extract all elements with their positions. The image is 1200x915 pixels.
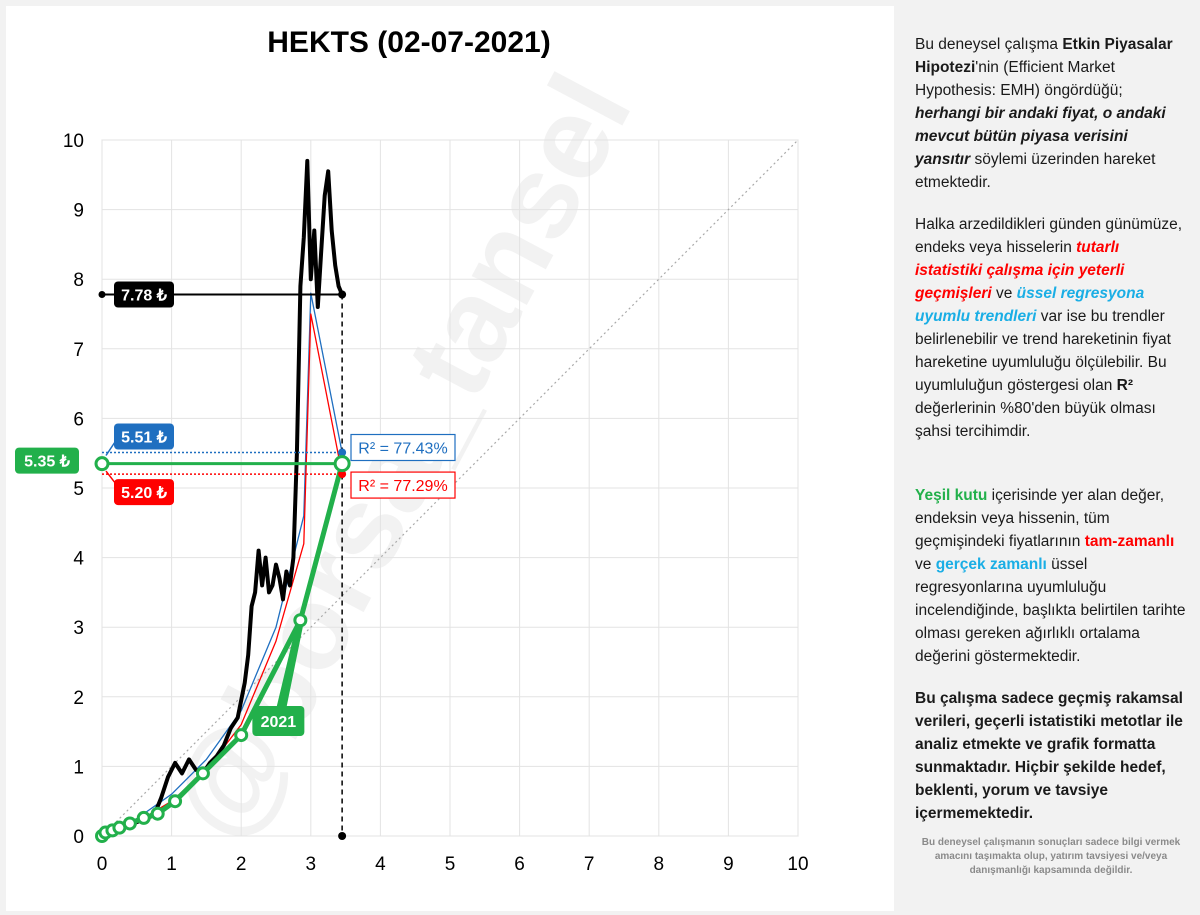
text-run: ve <box>915 556 936 573</box>
y-tick-label: 3 <box>73 618 84 639</box>
chart-panel: @borsa_tansel 0 1 2 3 4 5 6 7 8 9 10 0 1 2 3 4 5 6 7 8 9 10 7… <box>0 0 900 915</box>
text-run: üssel regresyonlarına uyumluluğu incelen… <box>915 556 1186 665</box>
weighted-average-point <box>195 766 210 781</box>
year-marker-text: 2021 <box>261 714 297 731</box>
x-tick-label: 5 <box>445 854 456 875</box>
green-value-label-text: 5.35 ₺ <box>24 454 71 471</box>
text-run: gerçek zamanlı <box>935 556 1047 573</box>
x-tick-label: 0 <box>97 854 108 875</box>
year-marker-box <box>252 706 305 736</box>
y-tick-label: 1 <box>73 757 84 778</box>
price-label-box <box>114 281 174 308</box>
x-tick-label: 8 <box>654 854 665 875</box>
weighted-average-point <box>168 794 183 809</box>
blue-value-label-box <box>114 423 174 450</box>
red-value-label-text: 5.20 ₺ <box>121 485 168 502</box>
weighted-average-point <box>234 728 249 743</box>
blue-value-label-text: 5.51 ₺ <box>121 430 168 447</box>
x-tick-label: 4 <box>375 854 386 875</box>
text-run: 'nin (Efficient Market Hypothesis: EMH) … <box>915 59 1123 99</box>
year-marker-pointer <box>276 624 304 708</box>
blue-guide-dot <box>338 448 347 457</box>
y-tick-label: 2 <box>73 688 84 709</box>
text-run: Bu deneysel çalışma <box>915 36 1063 53</box>
y-tick-label: 6 <box>73 409 84 430</box>
text-run: R² <box>1116 377 1133 394</box>
text-run: ve <box>991 285 1017 302</box>
text-run: var ise bu trendler belirlenebilir ve tr… <box>915 308 1171 394</box>
r2-blue-text: R² = 77.43% <box>358 441 447 458</box>
price-guide-dot <box>98 291 106 299</box>
chart-title: HEKTS (02-07-2021) <box>267 26 550 59</box>
text-run: değerlerinin %80'den büyük olması şahsi … <box>915 400 1156 440</box>
info-paragraph-emh: Bu deneysel çalışma Etkin Piyasalar Hipo… <box>915 33 1187 194</box>
info-paragraph-disclaimer: Bu çalışma sadece geçmiş rakamsal verile… <box>915 690 1183 822</box>
current-date-marker <box>338 832 347 840</box>
info-paragraph-trends: Halka arzedildikleri günden günümüze, en… <box>915 213 1187 443</box>
y-tick-label: 0 <box>73 827 84 848</box>
text-run: içerisinde yer alan değer, endeksin veya… <box>915 487 1165 550</box>
x-tick-label: 9 <box>723 854 734 875</box>
green-guide-dot <box>94 456 110 472</box>
text-run: üssel regresyona uyumlu trendleri <box>915 285 1145 325</box>
info-panel: Bu deneysel çalışma Etkin Piyasalar Hipo… <box>900 0 1200 915</box>
chart-area: @borsa_tansel 0 1 2 3 4 5 6 7 8 9 10 0 1 2 3 4 5 6 7 8 9 10 7… <box>6 6 894 911</box>
weighted-average-point <box>136 810 151 825</box>
y-tick-label: 4 <box>73 549 84 570</box>
text-run: tam-zamanlı <box>1084 533 1175 550</box>
x-tick-label: 2 <box>236 854 247 875</box>
diagonal-reference-line <box>101 139 799 837</box>
r2-red-box <box>350 471 456 499</box>
r2-blue-box <box>350 433 456 462</box>
r2-red-text: R² = 77.29% <box>358 478 447 495</box>
price-label-text: 7.78 ₺ <box>121 288 168 305</box>
red-guide-dot <box>338 470 347 479</box>
green-value-label-box <box>15 447 79 474</box>
y-tick-label: 9 <box>73 201 84 222</box>
text-run: herhangi bir andaki fiyat, o andaki mevc… <box>915 105 1166 168</box>
x-tick-label: 1 <box>166 854 177 875</box>
text-run: Halka arzedildikleri günden günümüze, en… <box>915 216 1183 256</box>
series-line-real-time-exp-regression <box>101 292 343 837</box>
text-run: söylemi üzerinden hareket etmektedir. <box>915 151 1156 191</box>
text-run: tutarlı istatistiki çalışma için yeterli… <box>915 239 1125 302</box>
text-run: Yeşil kutu <box>915 487 988 504</box>
x-tick-label: 3 <box>306 854 317 875</box>
weighted-average-point <box>150 806 165 821</box>
green-guide-dot <box>333 455 351 473</box>
x-tick-label: 7 <box>584 854 595 875</box>
text-run: Etkin Piyasalar Hipotezi <box>915 36 1173 76</box>
y-tick-label: 5 <box>73 479 84 500</box>
weighted-average-point <box>293 613 308 628</box>
x-tick-label: 6 <box>514 854 525 875</box>
y-tick-label: 10 <box>63 131 84 152</box>
red-value-label-box <box>114 479 174 506</box>
y-tick-label: 8 <box>73 270 84 291</box>
y-tick-label: 7 <box>73 340 84 361</box>
footnote: Bu deneysel çalışmanın sonuçları sadece … <box>921 837 1181 876</box>
info-paragraph-green-box: Yeşil kutu içerisinde yer alan değer, en… <box>915 484 1187 668</box>
weighted-average-point <box>122 816 137 831</box>
x-tick-label: 10 <box>787 854 808 875</box>
price-guide-dot <box>338 290 347 299</box>
